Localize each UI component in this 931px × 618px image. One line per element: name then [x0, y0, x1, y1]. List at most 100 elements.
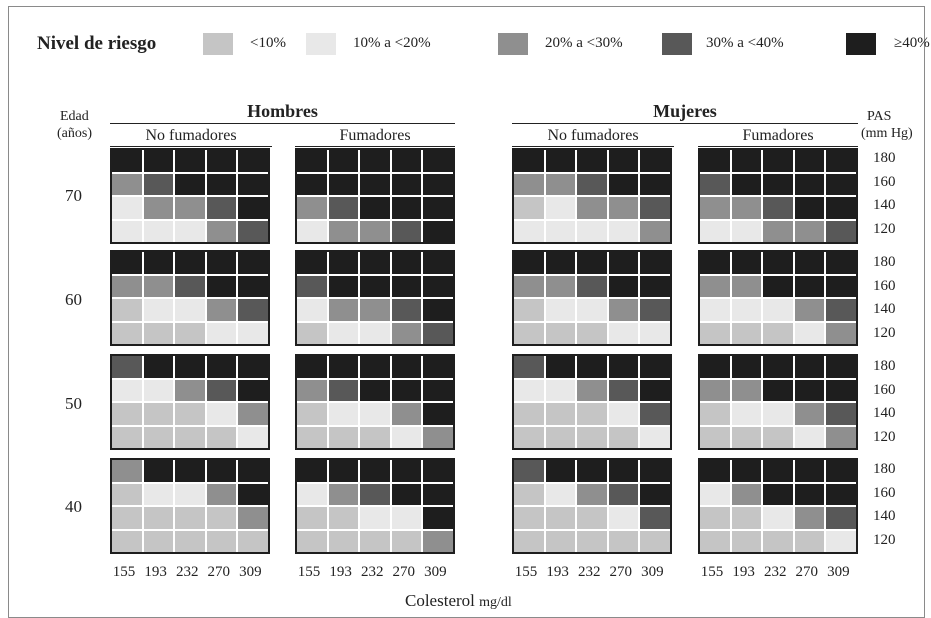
men-smokers-rule: [295, 146, 455, 147]
risk-cell: [175, 403, 205, 425]
men-non-smokers-grid-age-40: [110, 458, 270, 554]
risk-cell: [175, 299, 205, 321]
risk-cell: [423, 252, 453, 274]
risk-cell: [206, 173, 237, 195]
risk-cell: [794, 426, 825, 448]
risk-cell: [763, 356, 793, 378]
risk-cell: [238, 426, 268, 448]
risk-cell: [577, 150, 607, 172]
pas-label: 120: [873, 428, 896, 445]
risk-cell: [640, 379, 670, 401]
risk-cell: [112, 173, 142, 195]
risk-cell: [206, 403, 237, 425]
risk-cell: [640, 356, 670, 378]
risk-cell: [328, 426, 359, 448]
risk-cell: [640, 150, 670, 172]
risk-cell: [423, 530, 453, 552]
men-rule: [110, 123, 455, 124]
risk-cell: [391, 403, 422, 425]
risk-cell: [143, 530, 174, 552]
risk-cell: [640, 252, 670, 274]
age-axis-units: (años): [57, 126, 92, 141]
risk-cell: [328, 173, 359, 195]
pas-axis-title: PAS: [867, 109, 892, 124]
pas-label: 120: [873, 220, 896, 237]
legend-swatch: [203, 33, 233, 55]
risk-cell: [112, 322, 142, 344]
risk-cell: [640, 530, 670, 552]
risk-cell: [514, 322, 544, 344]
risk-cell: [391, 275, 422, 297]
risk-cell: [577, 275, 607, 297]
risk-cell: [143, 252, 174, 274]
risk-cell: [297, 173, 327, 195]
risk-cell: [297, 220, 327, 242]
risk-cell: [700, 460, 730, 482]
risk-cell: [731, 460, 762, 482]
risk-cell: [423, 322, 453, 344]
risk-cell: [608, 252, 639, 274]
risk-cell: [143, 379, 174, 401]
risk-cell: [794, 220, 825, 242]
risk-cell: [360, 299, 390, 321]
risk-cell: [360, 173, 390, 195]
risk-cell: [360, 252, 390, 274]
women-smokers-grid-age-70: [698, 148, 858, 244]
women-smokers-grid-age-40: [698, 458, 858, 554]
risk-cell: [545, 460, 576, 482]
risk-cell: [731, 173, 762, 195]
risk-cell: [731, 403, 762, 425]
risk-cell: [608, 460, 639, 482]
risk-cell: [360, 197, 390, 219]
risk-cell: [545, 379, 576, 401]
risk-cell: [577, 197, 607, 219]
risk-cell: [143, 356, 174, 378]
risk-cell: [763, 379, 793, 401]
risk-cell: [826, 530, 856, 552]
legend-swatch: [662, 33, 692, 55]
risk-cell: [143, 220, 174, 242]
legend-label: ≥40%: [894, 35, 930, 51]
risk-cell: [608, 356, 639, 378]
risk-cell: [826, 322, 856, 344]
risk-cell: [391, 150, 422, 172]
pas-label: 160: [873, 381, 896, 398]
risk-cell: [360, 403, 390, 425]
risk-cell: [391, 507, 422, 529]
risk-cell: [577, 322, 607, 344]
risk-cell: [700, 275, 730, 297]
cholesterol-label: 155: [297, 564, 321, 580]
risk-cell: [763, 197, 793, 219]
risk-cell: [763, 252, 793, 274]
risk-cell: [640, 220, 670, 242]
risk-cell: [608, 403, 639, 425]
risk-cell: [700, 173, 730, 195]
risk-cell: [608, 483, 639, 505]
risk-cell: [206, 483, 237, 505]
risk-cell: [360, 150, 390, 172]
risk-cell: [700, 379, 730, 401]
risk-cell: [731, 150, 762, 172]
risk-cell: [731, 197, 762, 219]
pas-label: 140: [873, 405, 896, 422]
risk-cell: [608, 322, 639, 344]
risk-cell: [514, 275, 544, 297]
women-non-smokers-header: No fumadores: [547, 127, 639, 144]
risk-cell: [514, 220, 544, 242]
legend-swatch: [306, 33, 336, 55]
risk-cell: [175, 460, 205, 482]
risk-cell: [391, 483, 422, 505]
risk-cell: [360, 322, 390, 344]
risk-cell: [175, 173, 205, 195]
risk-cell: [826, 426, 856, 448]
risk-cell: [826, 299, 856, 321]
risk-cell: [763, 150, 793, 172]
risk-cell: [112, 252, 142, 274]
risk-cell: [545, 173, 576, 195]
risk-cell: [297, 530, 327, 552]
risk-cell: [391, 197, 422, 219]
risk-cell: [112, 403, 142, 425]
risk-cell: [608, 150, 639, 172]
risk-cell: [206, 507, 237, 529]
risk-cell: [826, 460, 856, 482]
